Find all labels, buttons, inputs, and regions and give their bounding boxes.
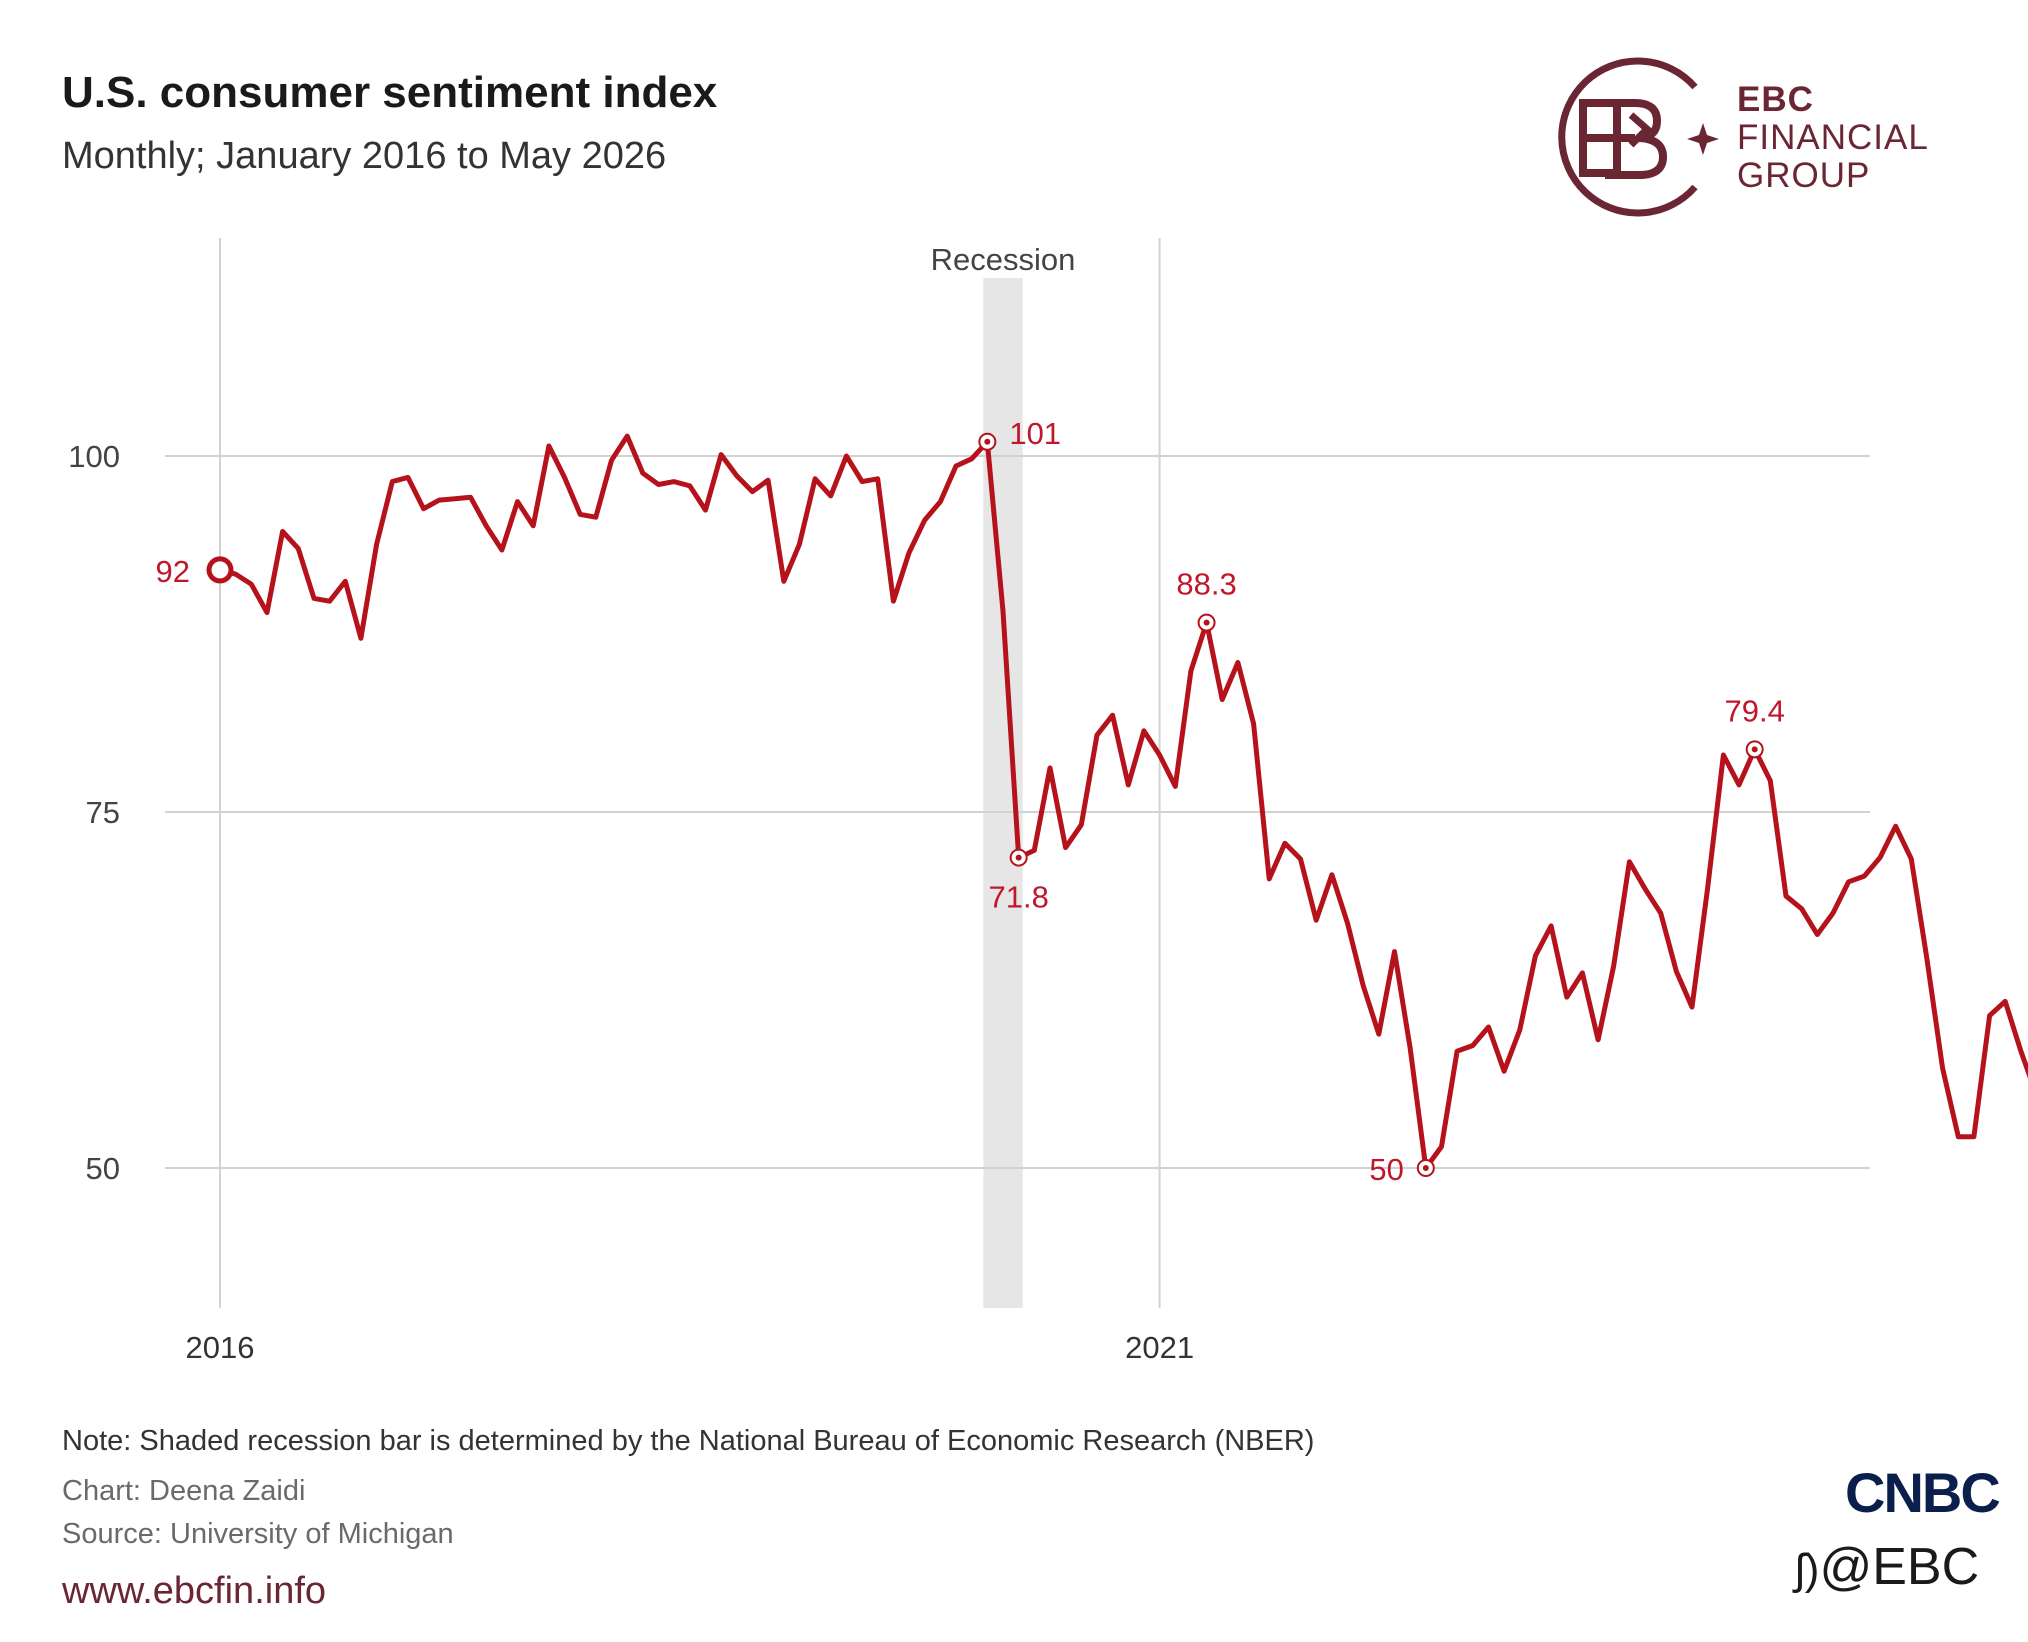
logo-line-group: GROUP <box>1737 156 1871 195</box>
data-label-92: 92 <box>156 554 190 589</box>
source-credit: Source: University of Michigan <box>62 1518 454 1550</box>
chart-title: U.S. consumer sentiment index <box>62 68 718 117</box>
x-tick-label-2021: 2021 <box>1125 1330 1194 1365</box>
sentiment-line-chart: Recession50751002016202120269210171.888.… <box>68 238 2028 1365</box>
weibo-icon: ʃ) <box>1795 1545 1820 1594</box>
logo-line-ebc: EBC <box>1737 80 1814 119</box>
point-dot-79.4 <box>1751 746 1758 753</box>
logo-line-financial: FINANCIAL <box>1737 118 1929 157</box>
y-tick-label-75: 75 <box>86 795 120 830</box>
chart-credit: Chart: Deena Zaidi <box>62 1475 306 1507</box>
footnote: Note: Shaded recession bar is determined… <box>62 1425 1315 1457</box>
cnbc-logo: CNBC <box>1845 1461 2001 1524</box>
watermark-text: @EBC <box>1819 1538 1980 1596</box>
point-dot-71.8 <box>1015 854 1022 861</box>
y-tick-label-100: 100 <box>68 439 120 474</box>
point-dot-101 <box>984 438 991 445</box>
sentiment-series-line <box>217 433 2028 1171</box>
x-tick-label-2016: 2016 <box>186 1330 255 1365</box>
chart-subtitle: Monthly; January 2016 to May 2026 <box>62 135 667 177</box>
ebc-logo: EBC FINANCIAL GROUP <box>1535 55 2015 225</box>
data-label-88.3: 88.3 <box>1176 567 1236 602</box>
ebc-watermark: ʃ)@EBC <box>1795 1537 1979 1597</box>
data-label-50: 50 <box>1369 1152 1403 1187</box>
point-marker-92 <box>206 556 234 584</box>
point-dot-50 <box>1422 1165 1429 1171</box>
ebc-monogram-icon <box>1558 57 1719 217</box>
data-label-101: 101 <box>1009 416 1061 451</box>
point-dot-88.3 <box>1203 619 1210 626</box>
recession-label: Recession <box>931 242 1076 277</box>
data-label-71.8: 71.8 <box>988 880 1048 915</box>
data-label-79.4: 79.4 <box>1725 693 1785 728</box>
y-tick-label-50: 50 <box>86 1151 120 1186</box>
website-link[interactable]: www.ebcfin.info <box>62 1570 327 1612</box>
